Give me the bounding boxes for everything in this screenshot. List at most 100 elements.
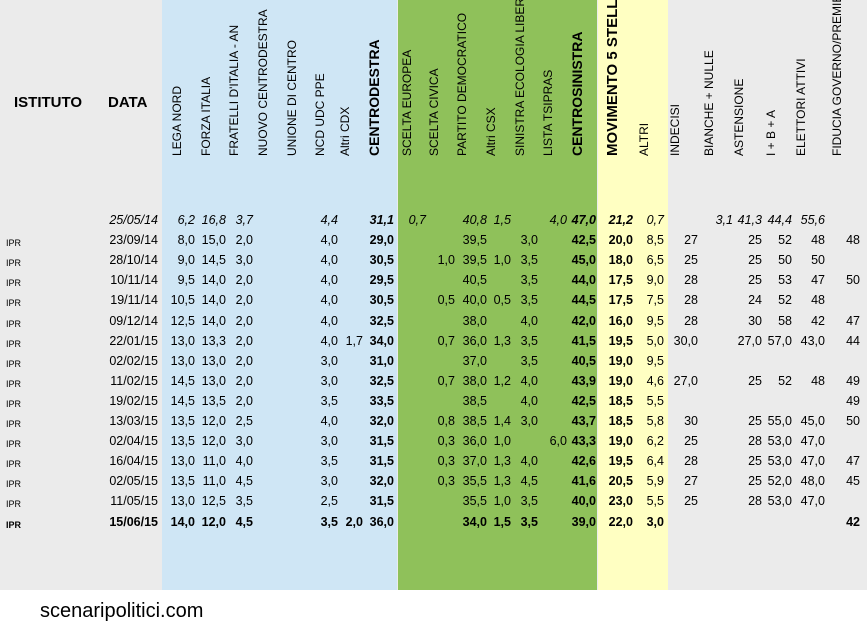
cell-istituto: IPR [6, 258, 22, 269]
cell-date: 23/09/14 [109, 233, 158, 248]
cell-altri: 5,9 [646, 474, 664, 489]
cell-elettori: 48 [811, 233, 825, 248]
cell-istituto: IPR [6, 519, 22, 530]
cell-altricsx: 1,3 [493, 333, 511, 348]
cell-cdx: 36,0 [369, 514, 394, 529]
cell-sceltaciv: 0,5 [437, 293, 455, 308]
cell-csx: 44,0 [571, 273, 596, 288]
table-row: IPR 16/04/15 13,0 11,0 4,0 3,5 31,5 0,3 37,0 1,3 4… [0, 451, 867, 471]
cell-csx: 43,3 [571, 434, 596, 449]
header-sel: SINISTRA ECOLOGIA LIBERTA' [513, 0, 527, 156]
cell-sel: 3,0 [520, 414, 538, 428]
cell-fdi: 2,0 [235, 273, 253, 288]
cell-fdi: 2,0 [235, 313, 253, 328]
cell-csx: 42,0 [571, 313, 596, 328]
cell-lega: 9,0 [177, 253, 195, 268]
cell-csx: 43,7 [571, 414, 596, 428]
cell-pd: 38,5 [462, 393, 487, 408]
table-row: IPR 11/02/15 14,5 13,0 2,0 3,0 32,5 0,7 38,0 1,2 4… [0, 371, 867, 391]
table-row: IPR 19/02/15 14,5 13,5 2,0 3,5 33,5 38,5 4,0 42,5… [0, 391, 867, 411]
cell-m5s: 22,0 [608, 514, 633, 529]
cell-fdi: 3,7 [235, 213, 253, 227]
cell-altri: 5,5 [646, 393, 664, 408]
cell-fdi: 4,5 [235, 474, 253, 489]
cell-cdx: 32,5 [369, 373, 394, 388]
cell-pd: 37,0 [462, 353, 487, 368]
cell-astensione: 41,3 [737, 213, 762, 227]
cell-lega: 13,0 [170, 353, 195, 368]
cell-fdi: 2,5 [235, 414, 253, 428]
cell-astensione: 25 [748, 373, 762, 388]
cell-fi: 13,0 [201, 373, 226, 388]
cell-fi: 14,5 [201, 253, 226, 268]
header-elettori: ELETTORI ATTIVI [794, 58, 808, 156]
header-lega: LEGA NORD [170, 85, 184, 156]
cell-tsipras: 4,0 [549, 213, 567, 227]
cell-ibplusa: 57,0 [767, 333, 792, 348]
cell-m5s: 19,5 [608, 454, 633, 469]
cell-pd: 39,5 [462, 253, 487, 268]
cell-lega: 10,5 [170, 293, 195, 308]
cell-fi: 14,0 [201, 273, 226, 288]
cell-fiducia: 48 [846, 233, 860, 248]
cell-elettori: 47 [811, 273, 825, 288]
header-sceltaeur: SCELTA EUROPEA [400, 49, 414, 156]
cell-sel: 3,5 [520, 333, 538, 348]
cell-altricsx: 1,0 [493, 494, 511, 509]
cell-csx: 39,0 [571, 514, 596, 529]
cell-astensione: 25 [748, 253, 762, 268]
cell-ibplusa: 52 [778, 233, 792, 248]
header-altricsx: Altri CSX [484, 107, 498, 156]
cell-sceltaeur: 0,7 [408, 213, 426, 227]
cell-fdi: 3,0 [235, 253, 253, 268]
cell-indecisi: 25 [684, 253, 698, 268]
cell-fi: 12,5 [201, 494, 226, 509]
cell-astensione: 25 [748, 414, 762, 428]
cell-date: 28/10/14 [109, 253, 158, 268]
cell-ncdudc: 3,5 [320, 514, 338, 529]
cell-altri: 6,2 [646, 434, 664, 449]
header-fiducia: FIDUCIA GOVERNO/PREMIER [830, 0, 844, 156]
cell-cdx: 30,5 [369, 253, 394, 268]
cell-sel: 3,5 [520, 273, 538, 288]
cell-fdi: 4,5 [235, 514, 253, 529]
cell-cdx: 31,5 [369, 454, 394, 469]
cell-m5s: 20,0 [608, 233, 633, 248]
cell-istituto: IPR [6, 338, 22, 349]
cell-lega: 13,5 [170, 434, 195, 449]
cell-pd: 36,0 [462, 333, 487, 348]
cell-m5s: 18,5 [608, 393, 633, 408]
cell-ibplusa: 52,0 [767, 474, 792, 489]
cell-fiducia: 50 [846, 273, 860, 288]
header-ncdudc: NCD UDC PPE [313, 73, 327, 156]
cell-istituto: IPR [6, 358, 22, 369]
cell-istituto: IPR [6, 419, 22, 429]
cell-ibplusa: 55,0 [767, 414, 792, 428]
cell-fiducia: 49 [846, 373, 860, 388]
cell-date: 10/11/14 [110, 273, 158, 288]
table-row: IPR 02/02/15 13,0 13,0 2,0 3,0 31,0 37,0 3,5 40,5… [0, 351, 867, 371]
cell-indecisi: 27 [684, 474, 698, 489]
cell-m5s: 17,5 [608, 293, 633, 308]
cell-fi: 11,0 [202, 454, 226, 469]
header-fdi: FRATELLI D'ITALIA - AN [227, 24, 241, 156]
cell-astensione: 28 [748, 494, 762, 509]
cell-ncdudc: 3,0 [320, 474, 338, 489]
centrodestra-band [162, 0, 397, 590]
cell-pd: 38,0 [462, 373, 487, 388]
cell-istituto: IPR [6, 479, 22, 490]
cell-ncdudc: 3,0 [320, 353, 338, 368]
cell-ncdudc: 4,0 [320, 313, 338, 328]
cell-csx: 41,5 [571, 333, 596, 348]
cell-ncdudc: 4,0 [320, 333, 338, 348]
cell-sel: 3,5 [520, 494, 538, 509]
cell-lega: 13,0 [170, 494, 195, 509]
cell-lega: 13,0 [170, 333, 195, 348]
cell-m5s: 23,0 [608, 494, 633, 509]
cell-date: 19/02/15 [109, 393, 158, 408]
cell-indecisi: 28 [684, 313, 698, 328]
cell-fi: 12,0 [201, 434, 226, 449]
header-astensione: ASTENSIONE [732, 78, 746, 156]
cell-sceltaciv: 0,7 [437, 333, 455, 348]
cell-ncdudc: 4,0 [320, 293, 338, 308]
